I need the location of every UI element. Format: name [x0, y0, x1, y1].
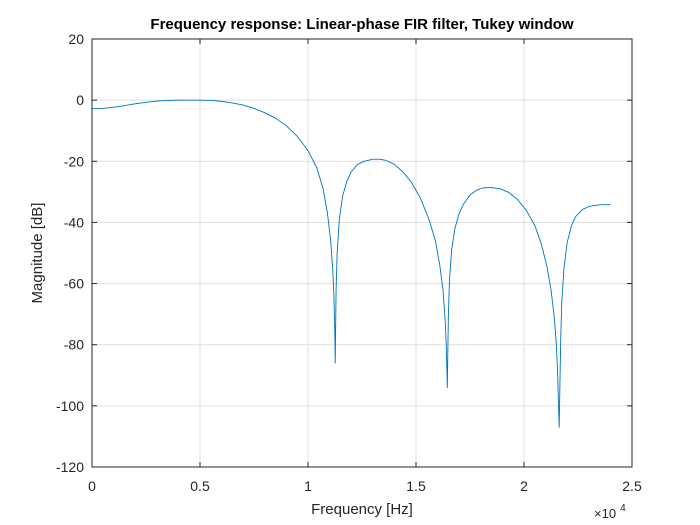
- y-axis-label: Magnitude [dB]: [29, 203, 46, 304]
- x-tick-label: 0.5: [190, 478, 210, 494]
- y-tick-label: -80: [64, 337, 84, 353]
- y-tick-label: 0: [76, 92, 84, 108]
- chart-title: Frequency response: Linear-phase FIR fil…: [150, 16, 573, 33]
- y-tick-label: -20: [64, 153, 84, 169]
- x-tick-label: 2.5: [622, 478, 642, 494]
- y-tick-label: -40: [64, 214, 84, 230]
- y-tick-label: -100: [56, 398, 84, 414]
- axes-box: [91, 38, 633, 468]
- x-axis-label: Frequency [Hz]: [311, 501, 413, 518]
- x-tick-label: 1.5: [406, 478, 426, 494]
- x-axis-exponent: ×10 4: [594, 503, 626, 522]
- x-axis-exponent-base: ×10: [594, 506, 616, 521]
- line-layer: [91, 99, 611, 428]
- x-tick-label: 1: [304, 478, 312, 494]
- plot-background: [92, 39, 632, 467]
- series-line: [91, 99, 611, 428]
- tick-layer: 0 0.5 1 1.5 2 2.5 20 0 -20 -40 -60 -80 -100 -120: [56, 31, 642, 494]
- x-axis-exponent-power: 4: [620, 503, 626, 514]
- y-tick-label: 20: [68, 31, 84, 47]
- x-tick-label: 2: [520, 478, 528, 494]
- x-tick-label: 0: [88, 478, 96, 494]
- y-tick-label: -60: [64, 276, 84, 292]
- y-tick-label: -120: [56, 459, 84, 475]
